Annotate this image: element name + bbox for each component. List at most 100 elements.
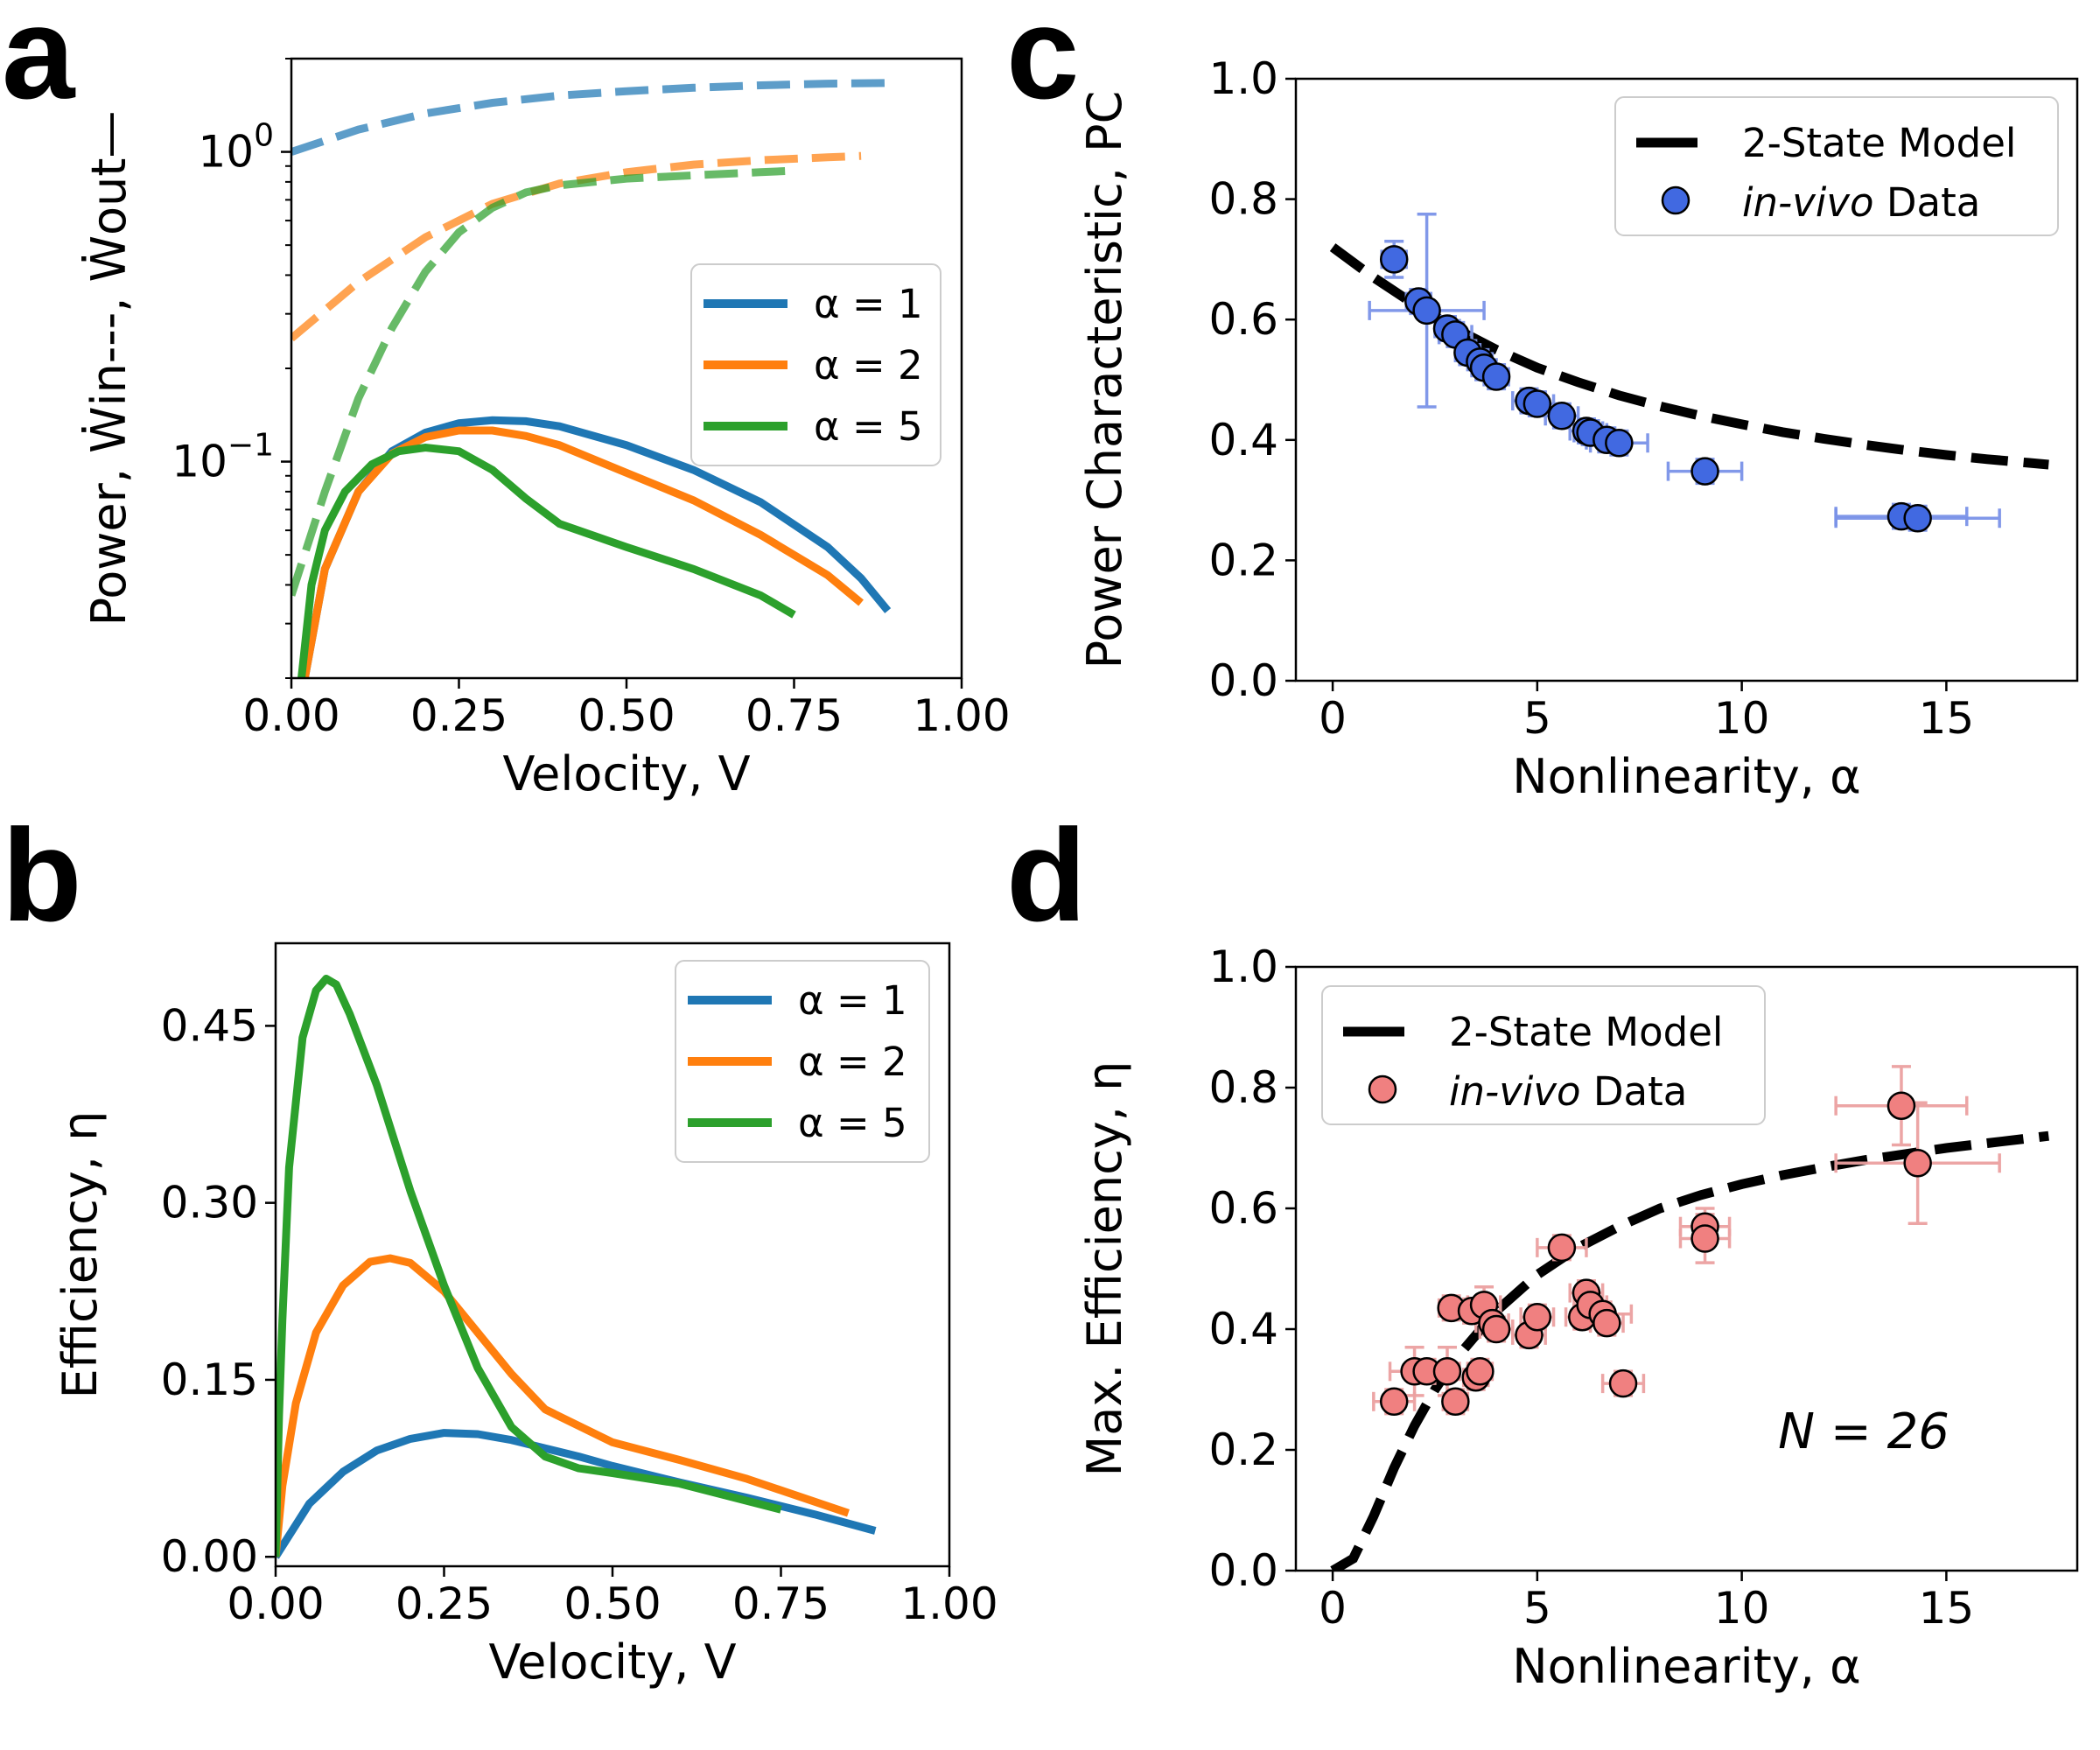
panel-d-data-point: [1886, 1091, 1916, 1120]
panel-c-data-point: [1481, 362, 1511, 391]
panel-b-legend-label-2: α = 2: [798, 1039, 907, 1085]
panel-a-ytick-label: 10−1: [172, 428, 274, 487]
panel-d-xlabel: Nonlinearity, α: [1512, 1639, 1860, 1694]
panel-b-ylabel: Efficiency, η: [52, 1111, 108, 1399]
panel-b-ytick-label: 0.15: [161, 1354, 258, 1405]
panel-c-data-point: [1605, 428, 1634, 458]
panel-b-xtick-label: 0.25: [396, 1578, 493, 1629]
panel-d-xtick-label: 0: [1319, 1583, 1347, 1634]
panel-letter-a: a: [2, 0, 76, 126]
panel-b-legend-label-1: α = 1: [798, 977, 907, 1024]
panel-d-data-point: [1522, 1302, 1552, 1332]
panel-a-xlabel: Velocity, V: [502, 746, 750, 802]
panel-c-data-point: [1903, 503, 1932, 533]
panel-b-xtick-label: 0.00: [227, 1578, 324, 1629]
panel-c-data-point: [1412, 296, 1441, 326]
panel-a-ytick-label: 100: [198, 118, 274, 178]
panel-d-axes-frame: [1294, 965, 2079, 1572]
panel-letter-d: d: [1006, 802, 1087, 948]
panel-c-xtick-label: 10: [1714, 693, 1770, 744]
panel-c-data-point: [1547, 402, 1577, 430]
panel-letter-c: c: [1006, 0, 1079, 126]
panel-b-plot-area: [276, 975, 877, 1559]
panel-c-legend-swatch-data: [1661, 186, 1690, 215]
panel-c-ytick-label: 0.0: [1208, 655, 1278, 706]
panel-d-data-point: [1592, 1308, 1621, 1338]
panel-c-xtick-label: 0: [1319, 693, 1347, 744]
panel-d-ytick-label: 0.6: [1208, 1183, 1278, 1234]
panel-a-xtick-label: 0.00: [242, 690, 340, 741]
panel-a-chart: 0.00 0.25 0.50 0.75 1.00 100 10−1 Velocity, V Po…: [81, 57, 1011, 802]
panel-b-xlabel: Velocity, V: [488, 1634, 736, 1690]
panel-a-xtick-label: 0.25: [410, 690, 508, 741]
panel-a-series-1-input-power: [291, 79, 895, 156]
panel-d-data-point: [1481, 1314, 1511, 1344]
panel-d-ytick-label: 1.0: [1208, 942, 1278, 992]
panel-c-legend-label-model: 2-State Model: [1742, 120, 2016, 166]
panel-b-xtick-label: 0.75: [732, 1578, 830, 1629]
panel-b-series-2: [276, 1254, 850, 1558]
panel-d-xtick-label: 5: [1523, 1583, 1551, 1634]
panel-b-chart: 0.00 0.25 0.50 0.75 1.00 0.00 0.15 0.30 0.45 Velo…: [52, 942, 998, 1690]
panel-c-xlabel: Nonlinearity, α: [1512, 749, 1860, 804]
panel-b-ytick-label: 0.45: [161, 1000, 258, 1051]
panel-a-xtick-label: 0.75: [746, 690, 843, 741]
panel-c-data-point: [1522, 389, 1552, 418]
panel-b-xtick-label: 0.50: [564, 1578, 661, 1629]
panel-d-data-point: [1432, 1357, 1462, 1386]
panel-c-chart: 0 5 10 15 0.0 0.2 0.4 0.6 0.8 1.0 Nonlinearity, α P…: [1077, 53, 2079, 804]
panel-b-legend-frame: [675, 960, 930, 1163]
panel-a-ylabel: Power, Ẇin---, Ẇout—: [81, 111, 136, 626]
panel-d-data-point: [1690, 1224, 1719, 1253]
panel-d-data-point: [1547, 1233, 1577, 1263]
panel-a-xtick-label: 0.50: [578, 690, 675, 741]
panel-a-series-2-output-power: [300, 426, 864, 678]
panel-d-legend-label-model: 2-State Model: [1449, 1009, 1723, 1055]
panel-c-legend-label-data: in-vivo Data: [1742, 179, 1980, 226]
panel-letter-b: b: [2, 802, 82, 948]
panel-a-series-5-input-power: [291, 166, 794, 597]
panel-b-ytick-label: 0.00: [161, 1531, 258, 1582]
panel-c-plot-area: [1329, 213, 2049, 533]
panel-c-legend-frame: [1614, 96, 2059, 236]
panel-a-legend-label-1: α = 1: [814, 281, 923, 327]
panel-d-data-point: [1608, 1368, 1638, 1398]
panel-d-chart: 0 5 10 15 0.0 0.2 0.4 0.6 0.8 1.0 Nonlinearity, α M…: [1077, 942, 2079, 1694]
panel-b-legend-label-5: α = 5: [798, 1100, 907, 1146]
panel-b-xtick-label: 1.00: [900, 1578, 998, 1629]
panel-d-ytick-label: 0.4: [1208, 1304, 1278, 1354]
panel-d-data-point: [1379, 1387, 1409, 1417]
panel-c-ytick-label: 0.6: [1208, 294, 1278, 345]
panel-a-legend-label-5: α = 5: [814, 403, 923, 450]
panel-d-legend-frame: [1321, 985, 1766, 1125]
panel-d-ytick-label: 0.2: [1208, 1424, 1278, 1475]
panel-a-plot-area: [291, 79, 895, 678]
panel-a-legend-label-2: α = 2: [814, 342, 923, 388]
panel-c-data-point: [1379, 245, 1409, 274]
panel-d-model-curve: [1330, 1130, 2049, 1571]
panel-d-sample-size: N = 26: [1778, 1404, 1950, 1460]
panel-c-ytick-label: 1.0: [1208, 53, 1278, 104]
panel-a-series-2-input-power: [291, 151, 862, 342]
panel-c-ytick-label: 0.2: [1208, 535, 1278, 585]
panel-d-data-point: [1903, 1149, 1932, 1178]
panel-d-xtick-label: 15: [1919, 1583, 1975, 1634]
panel-d-data-point: [1441, 1387, 1470, 1417]
panel-d-ylabel: Max. Efficiency, η: [1077, 1061, 1132, 1477]
panel-c-model-curve: [1329, 243, 2049, 470]
panel-d-ytick-label: 0.0: [1208, 1545, 1278, 1596]
panel-c-data-point: [1690, 457, 1719, 486]
panel-c-ytick-label: 0.8: [1208, 174, 1278, 225]
panel-a-xtick-label: 1.00: [913, 690, 1010, 741]
panel-d-plot-area: [1330, 1065, 2049, 1571]
panel-b-series-5: [276, 975, 782, 1558]
panel-c-ytick-label: 0.4: [1208, 415, 1278, 466]
panel-c-axes-frame: [1294, 77, 2079, 682]
panel-c-xtick-label: 15: [1919, 693, 1975, 744]
panel-d-data-point: [1466, 1357, 1494, 1386]
panel-d-ytick-label: 0.8: [1208, 1062, 1278, 1113]
panel-d-legend-swatch-data: [1368, 1074, 1397, 1104]
panel-c-xtick-label: 5: [1523, 693, 1551, 744]
panel-d-legend-label-data: in-vivo Data: [1449, 1068, 1687, 1115]
